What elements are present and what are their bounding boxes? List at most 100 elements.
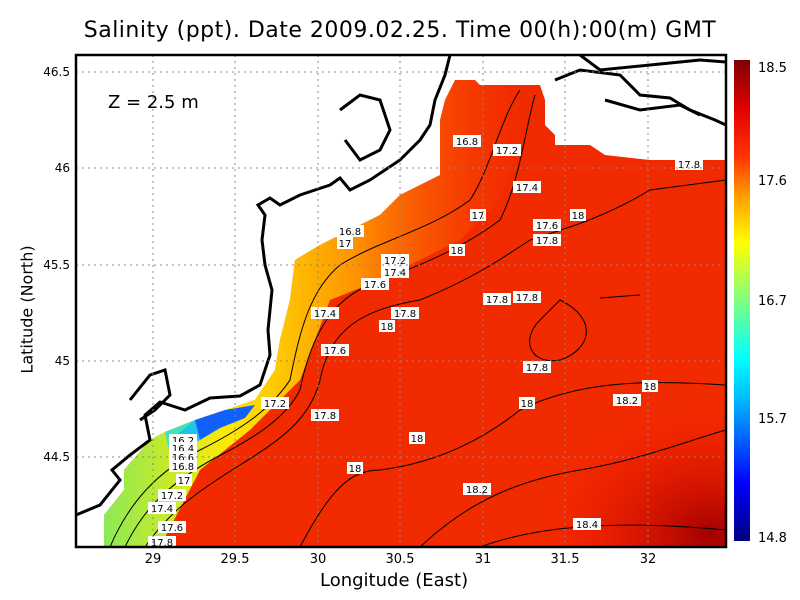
y-tick: 44.5 xyxy=(43,450,70,464)
x-tick: 32 xyxy=(640,552,657,567)
y-tick-labels: 44.5 45 45.5 46 46.5 xyxy=(43,65,70,464)
contour-lines xyxy=(109,89,726,547)
contour-label: 18 xyxy=(409,432,425,445)
deep-field xyxy=(400,300,726,547)
colorbar-tick: 18.5 xyxy=(758,61,787,76)
contour-label-text: 17.4 xyxy=(314,309,336,320)
contour-label-text: 17.6 xyxy=(324,346,346,357)
contour-label-text: 18 xyxy=(411,434,424,445)
colorbar-tick: 16.7 xyxy=(758,294,787,309)
y-tick: 45 xyxy=(55,354,70,368)
contour-label: 17.4 xyxy=(381,266,409,279)
contour-label-text: 17 xyxy=(178,476,191,487)
contour-label-text: 17.8 xyxy=(314,411,336,422)
contour-label: 17.6 xyxy=(361,278,389,291)
contour-label-text: 17.8 xyxy=(526,363,548,374)
colorbar-tick: 17.6 xyxy=(758,174,787,189)
contour-label-text: 17.2 xyxy=(161,491,183,502)
plot-frame xyxy=(74,53,728,549)
contour-label-text: 17.8 xyxy=(151,538,173,549)
x-axis-label: Longitude (East) xyxy=(320,570,469,591)
contour-label-text: 17.4 xyxy=(384,268,406,279)
contour-label-text: 16.2 xyxy=(172,436,194,447)
x-tick: 30 xyxy=(310,552,327,567)
y-axis-label: Latitude (North) xyxy=(17,245,37,374)
contour-label-text: 17 xyxy=(339,239,352,250)
contour-label-text: 18 xyxy=(451,246,464,257)
contour-label-text: 18 xyxy=(381,322,394,333)
x-tick: 29.5 xyxy=(221,552,250,567)
contour-label: 18.4 xyxy=(573,518,601,531)
contour-label-text: 17.6 xyxy=(161,523,183,534)
contour-label-text: 17.8 xyxy=(486,295,508,306)
colorbar-tick: 14.8 xyxy=(758,531,787,546)
contour-label: 17.8 xyxy=(523,361,551,374)
colorbar-tick: 15.7 xyxy=(758,412,787,427)
contour-label-text: 17.8 xyxy=(678,160,700,171)
x-tick: 31.5 xyxy=(551,552,580,567)
contour-label-text: 18 xyxy=(521,399,534,410)
contour-label: 17.8 xyxy=(311,409,339,422)
contour-label-text: 18 xyxy=(572,211,585,222)
contour-label-text: 16.8 xyxy=(172,462,194,473)
contour-label: 16.8 xyxy=(169,460,197,473)
contour-label-text: 18 xyxy=(644,382,657,393)
contour-label-text: 16.6 xyxy=(172,453,194,464)
y-tick: 46.5 xyxy=(43,65,70,79)
chart-title: Salinity (ppt). Date 2009.02.25. Time 00… xyxy=(83,18,717,43)
contour-label-text: 17.2 xyxy=(264,399,286,410)
contour-label: 17.6 xyxy=(533,219,561,232)
contour-label-text: 17.4 xyxy=(516,183,538,194)
contour-label-text: 16.4 xyxy=(172,444,194,455)
contour-label: 17.4 xyxy=(513,181,541,194)
contour-label: 17.8 xyxy=(483,293,511,306)
contour-label-text: 17.6 xyxy=(536,221,558,232)
contour-label-text: 17.2 xyxy=(496,146,518,157)
contour-label: 18 xyxy=(519,397,535,410)
contour-label: 18 xyxy=(379,320,395,333)
contour-label-text: 16.8 xyxy=(456,137,478,148)
contour-label-text: 17 xyxy=(472,211,485,222)
contour-label-text: 17.8 xyxy=(516,293,538,304)
x-tick-labels: 29 29.5 30 30.5 31 31.5 32 xyxy=(145,552,657,567)
x-tick: 31 xyxy=(475,552,492,567)
contour-label: 17.8 xyxy=(675,158,703,171)
contour-label: 17 xyxy=(176,474,192,487)
contour-label-text: 17.8 xyxy=(536,236,558,247)
contour-label: 17.2 xyxy=(261,397,289,410)
contour-label: 17.6 xyxy=(158,521,186,534)
contour-label-text: 16.8 xyxy=(339,227,361,238)
contour-label: 18 xyxy=(347,462,363,475)
contour-label-text: 18.2 xyxy=(466,485,488,496)
contour-labels: 16.817.217.417 1817.617.816.8171817.217.4… xyxy=(148,135,703,549)
x-tick: 30.5 xyxy=(386,552,415,567)
contour-label: 17.4 xyxy=(311,307,339,320)
contour-label-text: 18.2 xyxy=(616,396,638,407)
x-tick: 29 xyxy=(145,552,162,567)
contour-label: 17 xyxy=(337,237,353,250)
contour-label: 17.2 xyxy=(381,254,409,267)
contour-label: 17.8 xyxy=(148,536,176,549)
contour-label: 18.2 xyxy=(463,483,491,496)
contour-label: 16.8 xyxy=(453,135,481,148)
contour-label: 18 xyxy=(449,244,465,257)
depth-label: Z = 2.5 m xyxy=(108,92,199,113)
contour-label: 18 xyxy=(642,380,658,393)
contour-label: 17.4 xyxy=(148,502,176,515)
contour-label: 17.6 xyxy=(321,344,349,357)
contour-label: 17.8 xyxy=(513,291,541,304)
contour-label-text: 17.2 xyxy=(384,256,406,267)
contour-label: 17.2 xyxy=(493,144,521,157)
contour-label: 17.2 xyxy=(158,489,186,502)
contour-label-text: 17.8 xyxy=(394,309,416,320)
contour-label-text: 18 xyxy=(349,464,362,475)
contour-label: 18 xyxy=(570,209,586,222)
y-tick: 45.5 xyxy=(43,258,70,272)
contour-label: 17.8 xyxy=(533,234,561,247)
contour-label: 16.8 xyxy=(336,225,364,238)
y-tick: 46 xyxy=(55,161,70,175)
grid xyxy=(76,55,726,547)
contour-label-text: 17.4 xyxy=(151,504,173,515)
colorbar xyxy=(734,60,750,541)
